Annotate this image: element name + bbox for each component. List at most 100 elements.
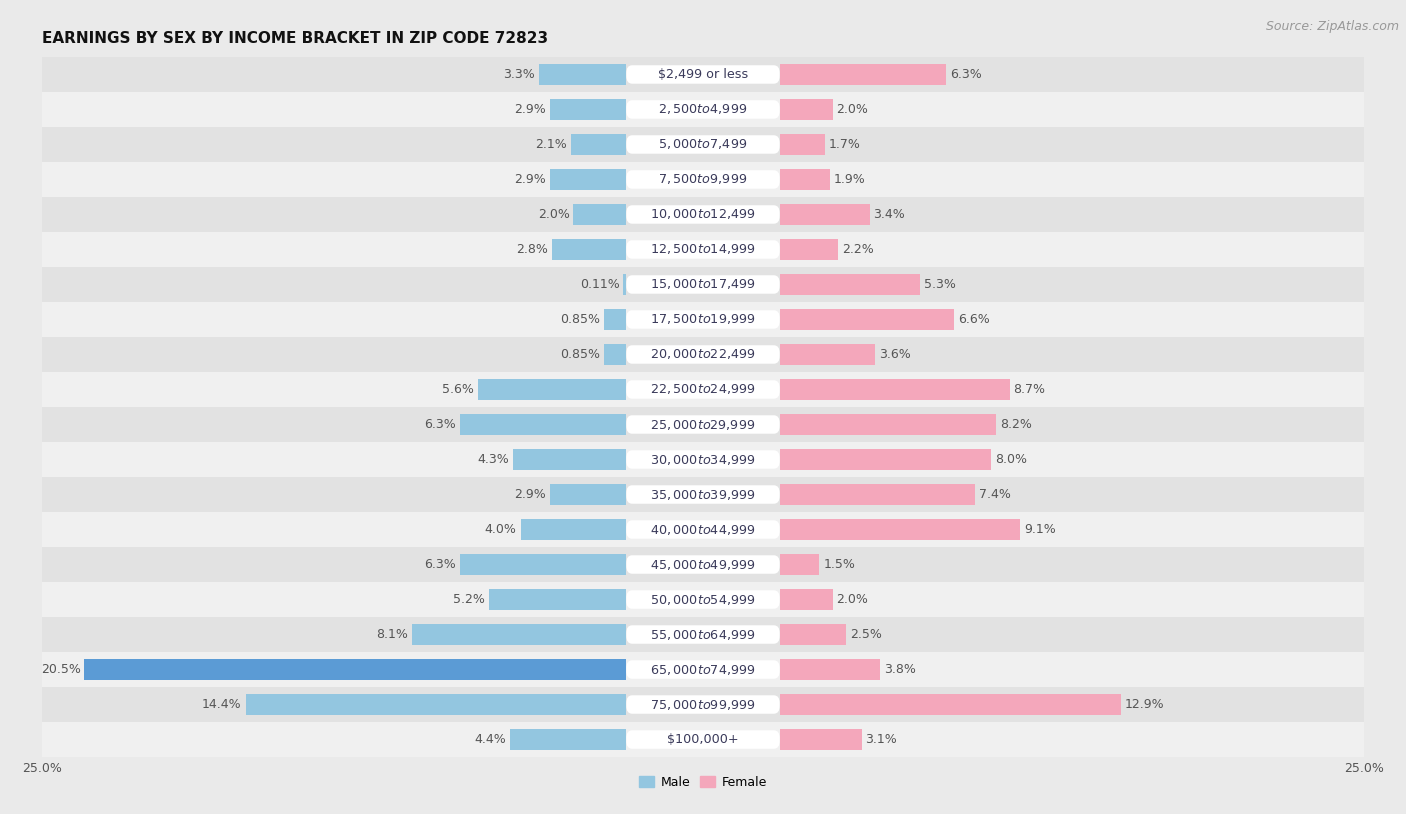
Bar <box>42 372 1364 407</box>
Text: $55,000 to $64,999: $55,000 to $64,999 <box>650 628 756 641</box>
Text: 8.1%: 8.1% <box>377 628 408 641</box>
Bar <box>489 589 626 610</box>
Bar <box>780 624 846 646</box>
Bar <box>780 449 991 470</box>
Text: 9.1%: 9.1% <box>1024 523 1056 536</box>
Bar <box>42 127 1364 162</box>
Text: 2.0%: 2.0% <box>837 103 869 116</box>
Text: 0.85%: 0.85% <box>560 348 600 361</box>
Text: 0.11%: 0.11% <box>579 278 620 291</box>
Text: $5,000 to $7,499: $5,000 to $7,499 <box>658 138 748 151</box>
Bar <box>520 519 626 540</box>
Text: 8.0%: 8.0% <box>995 453 1026 466</box>
Bar <box>780 63 946 85</box>
FancyBboxPatch shape <box>626 170 780 189</box>
FancyBboxPatch shape <box>626 450 780 469</box>
Bar <box>510 729 626 751</box>
FancyBboxPatch shape <box>626 135 780 154</box>
Bar <box>780 519 1021 540</box>
Bar <box>42 232 1364 267</box>
Text: $2,500 to $4,999: $2,500 to $4,999 <box>658 103 748 116</box>
Text: $10,000 to $12,499: $10,000 to $12,499 <box>650 208 756 221</box>
Text: 2.1%: 2.1% <box>536 138 567 151</box>
Text: $22,500 to $24,999: $22,500 to $24,999 <box>650 383 756 396</box>
Text: 7.4%: 7.4% <box>979 488 1011 501</box>
FancyBboxPatch shape <box>626 485 780 504</box>
Text: EARNINGS BY SEX BY INCOME BRACKET IN ZIP CODE 72823: EARNINGS BY SEX BY INCOME BRACKET IN ZIP… <box>42 31 548 46</box>
Bar <box>550 484 626 505</box>
Text: $20,000 to $22,499: $20,000 to $22,499 <box>650 348 756 361</box>
Bar <box>780 344 875 365</box>
Text: Source: ZipAtlas.com: Source: ZipAtlas.com <box>1265 20 1399 33</box>
Text: 4.3%: 4.3% <box>477 453 509 466</box>
Text: $12,500 to $14,999: $12,500 to $14,999 <box>650 243 756 256</box>
Bar <box>42 337 1364 372</box>
Text: 3.1%: 3.1% <box>866 733 897 746</box>
Bar <box>780 239 838 260</box>
Text: $25,000 to $29,999: $25,000 to $29,999 <box>651 418 755 431</box>
Text: 1.7%: 1.7% <box>828 138 860 151</box>
Bar <box>780 309 955 330</box>
Bar <box>780 484 976 505</box>
Text: $7,500 to $9,999: $7,500 to $9,999 <box>658 173 748 186</box>
Bar <box>42 547 1364 582</box>
Bar <box>42 617 1364 652</box>
Text: 2.9%: 2.9% <box>515 488 546 501</box>
Bar <box>42 162 1364 197</box>
Text: 2.8%: 2.8% <box>516 243 548 256</box>
Bar <box>42 197 1364 232</box>
FancyBboxPatch shape <box>626 625 780 644</box>
FancyBboxPatch shape <box>626 345 780 364</box>
FancyBboxPatch shape <box>626 205 780 224</box>
Text: $45,000 to $49,999: $45,000 to $49,999 <box>650 558 756 571</box>
Text: 2.0%: 2.0% <box>837 593 869 606</box>
Bar <box>412 624 626 646</box>
Bar <box>42 57 1364 92</box>
Text: 4.0%: 4.0% <box>485 523 516 536</box>
Text: 1.9%: 1.9% <box>834 173 866 186</box>
Text: 6.6%: 6.6% <box>957 313 990 326</box>
FancyBboxPatch shape <box>626 695 780 714</box>
Bar <box>460 414 626 435</box>
Text: $2,499 or less: $2,499 or less <box>658 68 748 81</box>
Text: 4.4%: 4.4% <box>474 733 506 746</box>
Bar <box>603 344 626 365</box>
Legend: Male, Female: Male, Female <box>634 771 772 794</box>
Bar <box>574 204 626 225</box>
FancyBboxPatch shape <box>626 415 780 434</box>
Bar <box>780 554 820 575</box>
Text: 6.3%: 6.3% <box>425 558 456 571</box>
Text: $17,500 to $19,999: $17,500 to $19,999 <box>650 313 756 326</box>
Bar <box>42 687 1364 722</box>
Text: 5.3%: 5.3% <box>924 278 956 291</box>
Text: 3.6%: 3.6% <box>879 348 911 361</box>
Bar <box>42 652 1364 687</box>
Text: 5.2%: 5.2% <box>453 593 485 606</box>
Text: $15,000 to $17,499: $15,000 to $17,499 <box>650 278 756 291</box>
Bar <box>780 659 880 681</box>
Text: 3.4%: 3.4% <box>873 208 905 221</box>
Bar <box>42 512 1364 547</box>
Bar <box>246 694 626 716</box>
Text: 2.2%: 2.2% <box>842 243 873 256</box>
FancyBboxPatch shape <box>626 660 780 679</box>
Text: 14.4%: 14.4% <box>202 698 242 711</box>
FancyBboxPatch shape <box>626 240 780 259</box>
Bar <box>571 133 626 155</box>
Text: $30,000 to $34,999: $30,000 to $34,999 <box>650 453 756 466</box>
FancyBboxPatch shape <box>626 730 780 749</box>
Bar <box>780 168 830 190</box>
FancyBboxPatch shape <box>626 275 780 294</box>
Bar <box>42 302 1364 337</box>
Text: 0.85%: 0.85% <box>560 313 600 326</box>
FancyBboxPatch shape <box>626 380 780 399</box>
Bar <box>603 309 626 330</box>
FancyBboxPatch shape <box>626 65 780 84</box>
Text: $35,000 to $39,999: $35,000 to $39,999 <box>650 488 756 501</box>
Text: 8.7%: 8.7% <box>1014 383 1046 396</box>
Bar <box>478 379 626 400</box>
FancyBboxPatch shape <box>626 310 780 329</box>
Bar <box>538 63 626 85</box>
Text: 1.5%: 1.5% <box>824 558 855 571</box>
Text: 20.5%: 20.5% <box>41 663 80 676</box>
